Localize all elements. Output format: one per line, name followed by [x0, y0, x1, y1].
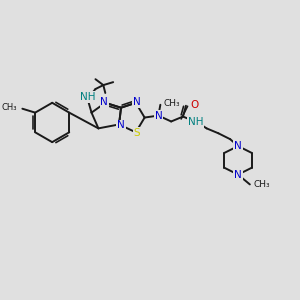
Text: CH₃: CH₃: [254, 180, 270, 189]
Text: N: N: [234, 141, 242, 151]
Text: N: N: [100, 97, 108, 107]
Text: CH₃: CH₃: [2, 103, 17, 112]
Text: O: O: [191, 100, 199, 110]
Text: N: N: [234, 169, 242, 180]
Text: S: S: [134, 128, 140, 138]
Text: N: N: [154, 111, 162, 121]
Text: CH₃: CH₃: [163, 99, 180, 108]
Text: N: N: [117, 120, 125, 130]
Text: NH: NH: [188, 118, 203, 128]
Text: NH: NH: [80, 92, 95, 102]
Text: N: N: [133, 97, 141, 107]
